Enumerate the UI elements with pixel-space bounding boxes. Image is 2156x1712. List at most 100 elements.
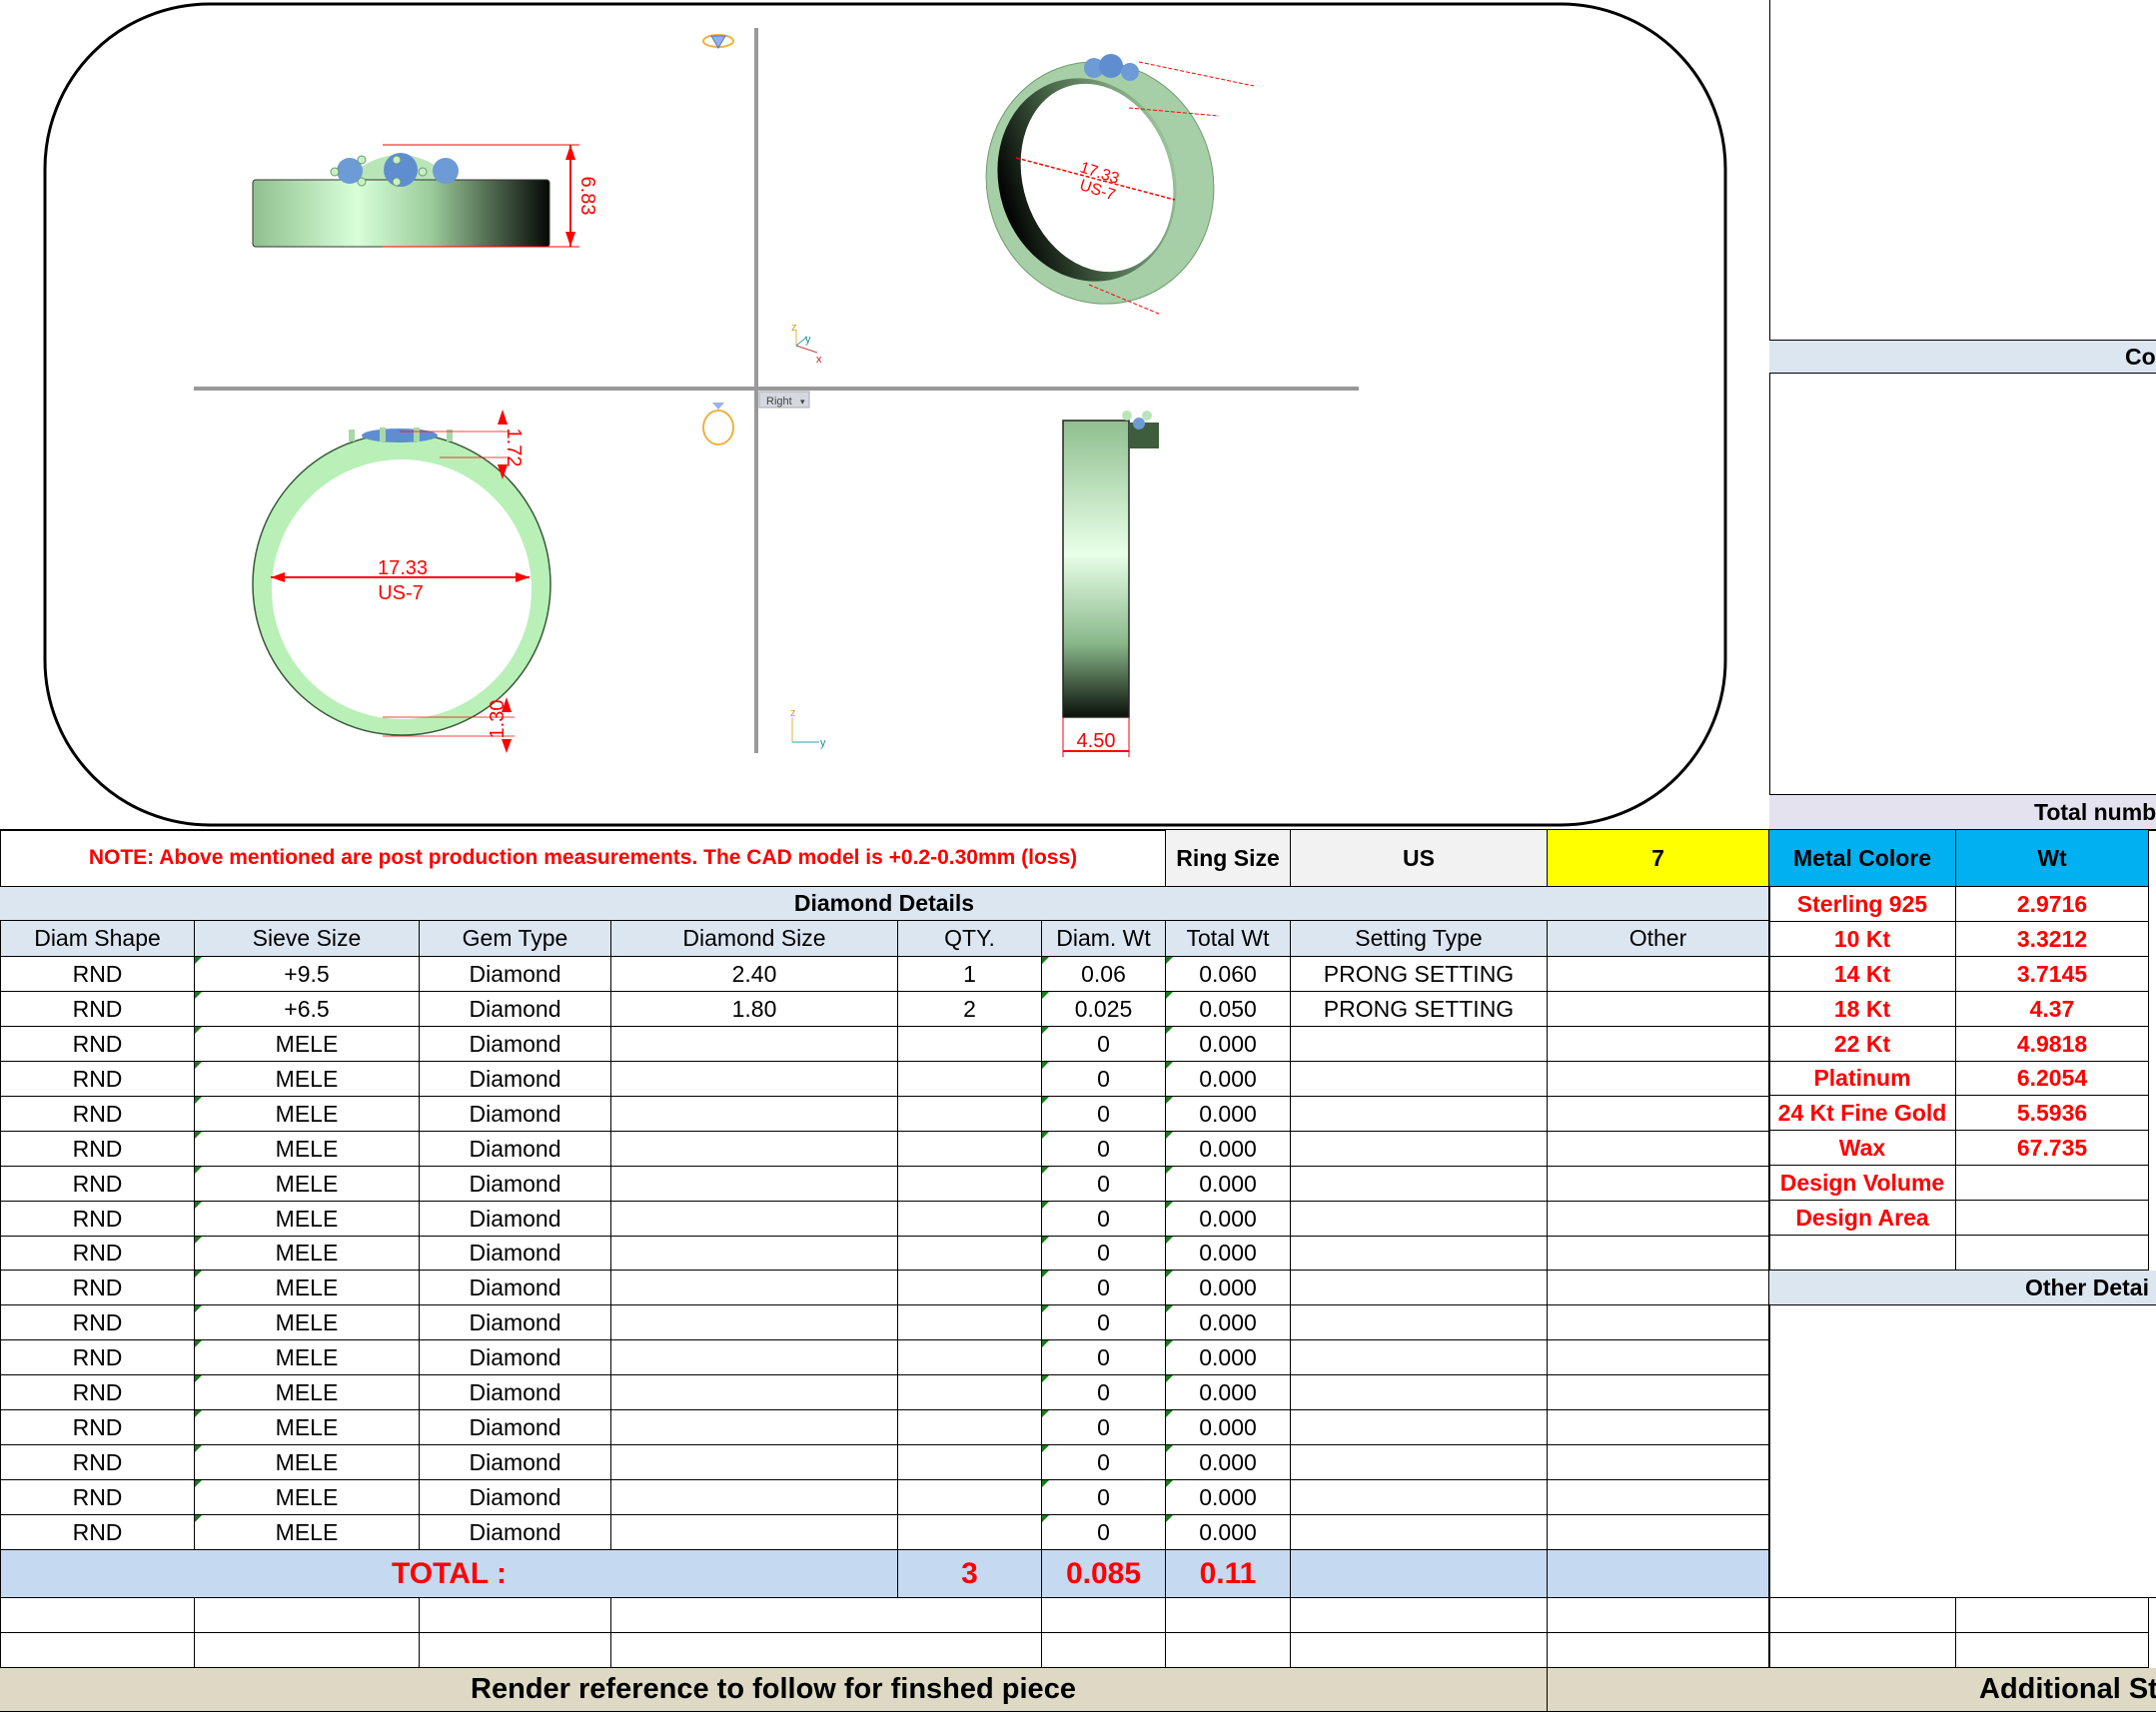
table-cell-qty[interactable] (898, 1410, 1042, 1445)
table-cell-sieve-size[interactable]: MELE (195, 1097, 420, 1132)
table-cell-gem-type[interactable]: Diamond (420, 1410, 611, 1445)
table-cell-diam-shape[interactable]: RND (0, 1027, 195, 1062)
table-cell-diam-shape[interactable]: RND (0, 1445, 195, 1480)
table-cell-diam-wt[interactable]: 0 (1042, 1271, 1166, 1305)
table-cell-total-wt[interactable]: 0.000 (1166, 1410, 1291, 1445)
table-cell-diam-wt[interactable]: 0 (1042, 1202, 1166, 1237)
table-cell-total-wt[interactable]: 0.000 (1166, 1340, 1291, 1375)
view-selector[interactable] (758, 391, 810, 409)
table-cell-other[interactable] (1548, 957, 1769, 992)
table-cell-total-wt[interactable]: 0.000 (1166, 1515, 1291, 1550)
table-cell-diamond-size[interactable] (611, 1340, 898, 1375)
table-cell-qty[interactable] (898, 1305, 1042, 1340)
table-cell-qty[interactable] (898, 1202, 1042, 1237)
table-cell-sieve-size[interactable]: MELE (195, 1132, 420, 1167)
table-cell-diam-shape[interactable]: RND (0, 1340, 195, 1375)
table-cell-total-wt[interactable]: 0.000 (1166, 1445, 1291, 1480)
table-cell-qty[interactable] (898, 1340, 1042, 1375)
table-cell-total-wt[interactable]: 0.000 (1166, 1271, 1291, 1305)
table-cell-gem-type[interactable]: Diamond (420, 1237, 611, 1271)
table-cell-diam-shape[interactable]: RND (0, 1097, 195, 1132)
table-cell-other[interactable] (1548, 1375, 1769, 1410)
empty-cell[interactable] (0, 1633, 195, 1668)
table-cell-diamond-size[interactable] (611, 1237, 898, 1271)
table-cell-setting-type[interactable] (1291, 1375, 1548, 1410)
table-cell-diam-wt[interactable]: 0 (1042, 1027, 1166, 1062)
table-cell-other[interactable] (1548, 1271, 1769, 1305)
table-cell-diamond-size[interactable] (611, 1202, 898, 1237)
table-cell-sieve-size[interactable]: MELE (195, 1202, 420, 1237)
table-cell-setting-type[interactable] (1291, 1237, 1548, 1271)
table-cell-qty[interactable]: 1 (898, 957, 1042, 992)
empty-cell[interactable] (195, 1598, 420, 1633)
table-cell-diam-wt[interactable]: 0 (1042, 1062, 1166, 1097)
table-cell-qty[interactable] (898, 1445, 1042, 1480)
table-cell-gem-type[interactable]: Diamond (420, 992, 611, 1027)
view-cube-icon-bottom[interactable] (702, 403, 734, 445)
table-cell-gem-type[interactable]: Diamond (420, 1132, 611, 1167)
table-cell-diam-wt[interactable]: 0 (1042, 1375, 1166, 1410)
table-cell-sieve-size[interactable]: MELE (195, 1271, 420, 1305)
table-cell-diam-shape[interactable]: RND (0, 1515, 195, 1550)
table-cell-other[interactable] (1548, 992, 1769, 1027)
table-cell-setting-type[interactable] (1291, 1410, 1548, 1445)
table-cell-qty[interactable]: 2 (898, 992, 1042, 1027)
table-cell-diam-shape[interactable]: RND (0, 992, 195, 1027)
table-cell-sieve-size[interactable]: MELE (195, 1305, 420, 1340)
empty-cell[interactable] (1042, 1633, 1166, 1668)
table-cell-diamond-size[interactable] (611, 1515, 898, 1550)
table-cell-setting-type[interactable] (1291, 1480, 1548, 1515)
table-cell-other[interactable] (1548, 1340, 1769, 1375)
table-cell-qty[interactable] (898, 1027, 1042, 1062)
table-cell-diamond-size[interactable] (611, 1410, 898, 1445)
table-cell-diam-wt[interactable]: 0 (1042, 1237, 1166, 1271)
table-cell-setting-type[interactable] (1291, 1027, 1548, 1062)
table-cell-diam-wt[interactable]: 0 (1042, 1097, 1166, 1132)
table-cell-gem-type[interactable]: Diamond (420, 1202, 611, 1237)
table-cell-diam-wt[interactable]: 0 (1042, 1480, 1166, 1515)
table-cell-diamond-size[interactable] (611, 1132, 898, 1167)
table-cell-diam-wt[interactable]: 0 (1042, 1445, 1166, 1480)
table-cell-diamond-size[interactable] (611, 1445, 898, 1480)
table-cell-setting-type[interactable] (1291, 1515, 1548, 1550)
table-cell-total-wt[interactable]: 0.000 (1166, 1305, 1291, 1340)
table-cell-total-wt[interactable]: 0.000 (1166, 1167, 1291, 1202)
empty-cell[interactable] (420, 1633, 611, 1668)
table-cell-gem-type[interactable]: Diamond (420, 1340, 611, 1375)
table-cell-qty[interactable] (898, 1271, 1042, 1305)
table-cell-diam-shape[interactable]: RND (0, 1237, 195, 1271)
table-cell-other[interactable] (1548, 1132, 1769, 1167)
table-cell-diam-shape[interactable]: RND (0, 1132, 195, 1167)
table-cell-diamond-size[interactable] (611, 1375, 898, 1410)
table-cell-setting-type[interactable] (1291, 1271, 1548, 1305)
table-cell-diamond-size[interactable] (611, 1480, 898, 1515)
table-cell-gem-type[interactable]: Diamond (420, 1445, 611, 1480)
table-cell-other[interactable] (1548, 1305, 1769, 1340)
table-cell-diamond-size[interactable] (611, 1062, 898, 1097)
table-cell-sieve-size[interactable]: MELE (195, 1515, 420, 1550)
table-cell-diamond-size[interactable] (611, 1305, 898, 1340)
table-cell-gem-type[interactable]: Diamond (420, 1097, 611, 1132)
table-cell-sieve-size[interactable]: MELE (195, 1480, 420, 1515)
table-cell-diam-shape[interactable]: RND (0, 1062, 195, 1097)
table-cell-diamond-size[interactable] (611, 1097, 898, 1132)
table-cell-setting-type[interactable]: PRONG SETTING (1291, 957, 1548, 992)
table-cell-diam-shape[interactable]: RND (0, 1167, 195, 1202)
table-cell-diam-wt[interactable]: 0 (1042, 1167, 1166, 1202)
table-cell-diam-wt[interactable]: 0 (1042, 1515, 1166, 1550)
ring-size-value[interactable]: 7 (1548, 830, 1769, 887)
empty-cell[interactable] (1042, 1598, 1166, 1633)
table-cell-diam-wt[interactable]: 0 (1042, 1410, 1166, 1445)
table-cell-setting-type[interactable] (1291, 1305, 1548, 1340)
empty-cell[interactable] (611, 1598, 1042, 1633)
table-cell-setting-type[interactable] (1291, 1062, 1548, 1097)
table-cell-gem-type[interactable]: Diamond (420, 1375, 611, 1410)
table-cell-qty[interactable] (898, 1097, 1042, 1132)
table-cell-sieve-size[interactable]: MELE (195, 1027, 420, 1062)
table-cell-diam-shape[interactable]: RND (0, 1202, 195, 1237)
table-cell-qty[interactable] (898, 1237, 1042, 1271)
table-cell-sieve-size[interactable]: MELE (195, 1340, 420, 1375)
table-cell-total-wt[interactable]: 0.000 (1166, 1062, 1291, 1097)
table-cell-sieve-size[interactable]: +9.5 (195, 957, 420, 992)
table-cell-total-wt[interactable]: 0.000 (1166, 1132, 1291, 1167)
